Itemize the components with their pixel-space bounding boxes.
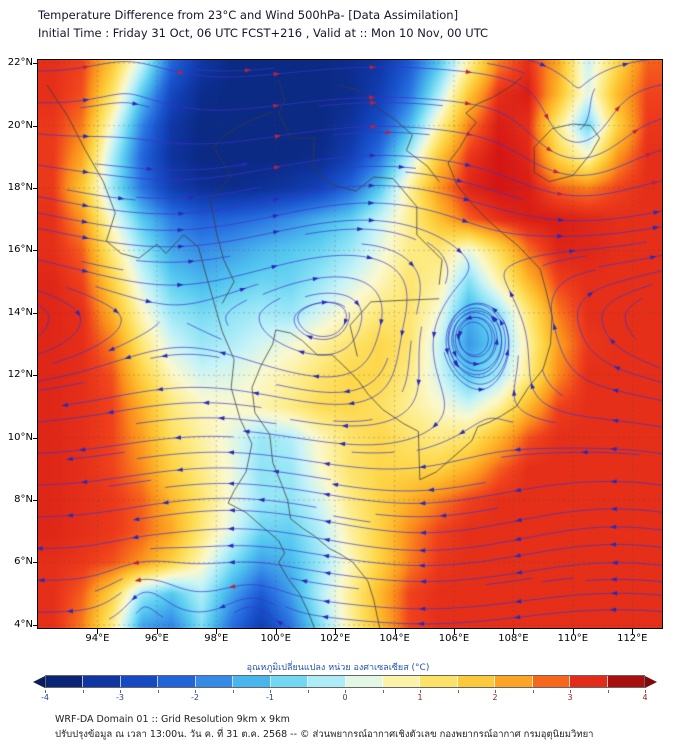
lon-tick-mark [394,629,396,634]
lon-tick-label: 112°E [617,633,648,644]
lon-tick-label: 100°E [260,633,291,644]
colorbar-segment [83,676,121,687]
colorbar [33,675,657,688]
lat-tick-label: 16°N [7,244,33,256]
lat-tick-mark [33,125,38,127]
footer: WRF-DA Domain 01 :: Grid Resolution 9km … [55,712,594,742]
colorbar-minor-tick [82,690,84,693]
colorbar-right-arrow [645,675,657,688]
colorbar-segment [120,676,159,687]
colorbar-minor-tick [195,690,196,693]
colorbar-segment [495,676,533,687]
lat-tick-label: 10°N [7,431,33,443]
colorbar-segment [308,676,346,687]
chart-subtitle: Initial Time : Friday 31 Oct, 06 UTC FCS… [38,26,489,40]
lat-tick-label: 4°N [14,618,33,630]
colorbar-tick-label: -3 [116,693,124,702]
lat-tick-mark [33,500,38,502]
colorbar-tick-label: 0 [342,693,348,702]
colorbar-segment [570,676,608,687]
lon-tick-label: 102°E [319,633,351,644]
lat-tick-mark [33,250,38,252]
lon-tick-label: 106°E [438,633,470,644]
colorbar-tick-label: 4 [642,693,648,702]
colorbar-segment [158,676,196,687]
lat-tick-label: 8°N [14,494,33,506]
lon-tick-mark [97,629,99,634]
footer-domain-info: WRF-DA Domain 01 :: Grid Resolution 9km … [55,714,290,725]
colorbar-segment [46,676,84,687]
colorbar-minor-tick [645,690,646,693]
colorbar-minor-tick [120,690,121,693]
colorbar-minor-tick [382,690,384,693]
lat-tick-label: 18°N [7,181,33,193]
colorbar-minor-tick [270,690,271,693]
colorbar-tick-label: 1 [417,693,423,702]
lat-tick-label: 12°N [7,369,33,381]
colorbar-tick-label: 3 [567,693,573,702]
colorbar-minor-tick [45,690,46,693]
lat-tick-mark [33,375,38,377]
colorbar-segment [382,676,421,687]
lon-tick-mark [454,629,455,634]
lat-tick-label: 22°N [7,57,33,69]
lat-tick-mark [33,187,38,189]
colorbar-minor-tick [570,690,571,693]
colorbar-segment [607,676,644,687]
lon-tick-label: 108°E [498,633,529,644]
colorbar-segment [270,676,309,687]
lat-tick-mark [33,437,38,439]
colorbar-minor-tick [420,690,421,693]
lon-tick-mark [632,629,634,634]
lat-tick-label: 6°N [14,556,33,568]
lon-tick-mark [275,629,277,634]
lon-tick-mark [513,629,515,634]
colorbar-minor-tick [345,690,346,693]
colorbar-left-arrow [33,675,45,688]
colorbar-tick-label: -2 [191,693,199,702]
colorbar-tick-label: -1 [266,693,274,702]
colorbar-minor-tick [532,690,534,693]
colorbar-minor-tick [232,690,234,693]
colorbar-minor-tick [307,690,309,693]
colorbar-tick-label: 2 [492,693,498,702]
colorbar-segment [420,676,458,687]
lon-tick-mark [572,629,574,634]
colorbar-ticks: -4 -3 -2 -1 0 1 2 3 4 [41,690,648,704]
colorbar-minor-tick [495,690,496,693]
chart-title: Temperature Difference from 23°C and Win… [38,8,459,22]
lon-tick-mark [335,629,337,634]
footer-update-info: ปรับปรุงข้อมูล ณ เวลา 13:00น. วัน ค. ที่… [55,729,594,741]
colorbar-segment [195,676,234,687]
colorbar-minor-tick [157,690,159,693]
colorbar-segment [457,676,496,687]
colorbar-segment [532,676,571,687]
lat-tick-label: 20°N [7,119,33,131]
weather-map-canvas [37,59,663,629]
lon-tick-label: 104°E [379,633,410,644]
colorbar-segment [233,676,271,687]
colorbar-segments [45,675,645,688]
colorbar-minor-tick [607,690,609,693]
lon-tick-mark [216,629,218,634]
lon-tick-mark [156,629,158,634]
lat-tick-mark [33,562,38,564]
colorbar-label: อุณหภูมิเปลี่ยนแปลง หน่วย องศาเซลเซียส (… [246,663,430,673]
lon-tick-label: 96°E [144,633,169,644]
lat-tick-mark [33,624,38,626]
lat-tick-mark [33,63,38,65]
lat-tick-mark [33,312,38,314]
lon-tick-label: 94°E [85,633,110,644]
lon-tick-label: 98°E [204,633,229,644]
lat-tick-label: 14°N [7,306,33,318]
colorbar-tick-label: -4 [41,693,49,702]
colorbar-minor-tick [457,690,459,693]
colorbar-segment [345,676,383,687]
lon-tick-label: 110°E [557,633,589,644]
